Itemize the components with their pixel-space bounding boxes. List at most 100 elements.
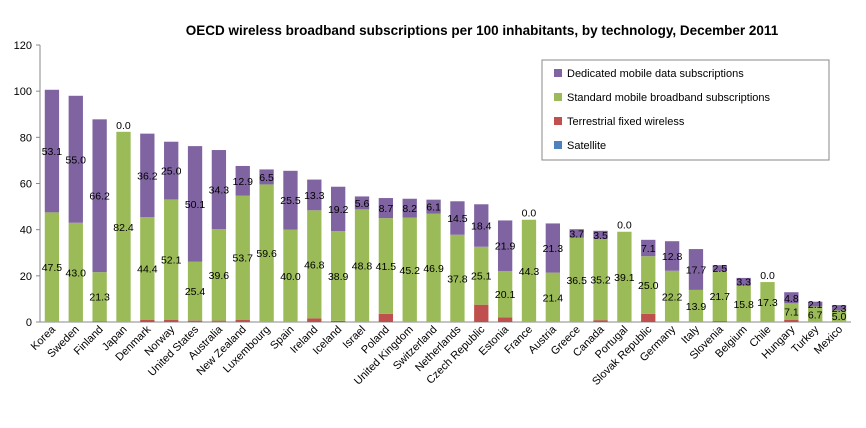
dedicated-segment [235, 165, 250, 196]
bar-group: 59.6 6.5 [256, 169, 277, 322]
standard-segment [664, 270, 680, 322]
dedicated-segment [378, 198, 394, 219]
dedicated-value-label: 14.5 [447, 213, 468, 225]
dedicated-value-label: 0.0 [760, 270, 775, 282]
legend-swatch [554, 69, 562, 77]
dedicated-segment [664, 241, 680, 271]
bar-group: 37.8 14.5 [447, 201, 468, 322]
bar-group: 47.5 53.1 [42, 89, 63, 322]
bar-group: 48.8 5.6 [352, 196, 373, 322]
dedicated-value-label: 53.1 [42, 146, 63, 158]
standard-value-label: 17.3 [757, 297, 778, 309]
standard-segment [593, 238, 608, 321]
dedicated-value-label: 25.5 [280, 195, 301, 207]
standard-value-label: 48.8 [352, 261, 373, 273]
dedicated-segment [831, 305, 847, 311]
dedicated-value-label: 2.1 [808, 299, 823, 311]
dedicated-segment [712, 265, 727, 271]
terrestrial-segment [593, 320, 608, 322]
bar-group: 45.2 8.2 [400, 198, 420, 322]
standard-value-label: 43.0 [66, 267, 87, 279]
standard-value-label: 21.4 [543, 292, 564, 304]
bar-group: 52.1 25.0 [161, 141, 182, 322]
y-tick-label: 40 [20, 225, 32, 237]
dedicated-segment [426, 199, 441, 214]
dedicated-value-label: 5.6 [355, 198, 370, 210]
dedicated-value-label: 2.3 [832, 303, 847, 315]
standard-value-label: 22.2 [662, 291, 683, 303]
standard-value-label: 53.7 [233, 253, 254, 265]
dedicated-value-label: 21.3 [543, 243, 564, 255]
standard-segment [688, 289, 704, 322]
dedicated-segment [545, 223, 560, 273]
bar-group: 39.1 0.0 [614, 220, 635, 322]
bar-group: 46.9 6.1 [423, 199, 444, 322]
standard-value-label: 44.3 [519, 266, 540, 278]
chart-title: OECD wireless broadband subscriptions pe… [186, 23, 779, 38]
dedicated-value-label: 3.5 [593, 230, 608, 242]
standard-segment [497, 270, 513, 318]
bar-series: 47.553.143.055.021.366.282.40.044.436.25… [42, 89, 847, 323]
bar-group: 38.9 19.2 [328, 186, 349, 322]
legend-label: Dedicated mobile data subscriptions [567, 68, 744, 80]
standard-segment [641, 256, 656, 314]
dedicated-value-label: 0.0 [116, 120, 131, 132]
standard-segment [116, 131, 131, 322]
standard-value-label: 35.2 [590, 275, 611, 287]
standard-segment [187, 261, 203, 321]
standard-segment [545, 272, 560, 322]
dedicated-value-label: 18.4 [471, 221, 492, 233]
dedicated-segment [92, 119, 107, 273]
standard-segment [354, 209, 370, 322]
legend-swatch [554, 93, 562, 101]
dedicated-segment [474, 204, 489, 247]
dedicated-value-label: 36.2 [137, 170, 158, 182]
dedicated-value-label: 8.2 [402, 203, 417, 215]
bar-group: 44.3 0.0 [519, 208, 540, 322]
standard-value-label: 21.7 [710, 291, 731, 303]
standard-segment [784, 303, 799, 320]
standard-value-label: 6.7 [808, 309, 823, 321]
bar-group: 15.8 3.3 [733, 277, 754, 322]
dedicated-value-label: 3.3 [736, 277, 751, 289]
standard-segment [68, 222, 83, 322]
dedicated-value-label: 19.2 [328, 204, 349, 216]
standard-segment [92, 272, 107, 322]
standard-segment [617, 231, 632, 322]
dedicated-segment [784, 292, 799, 304]
dedicated-segment [259, 169, 274, 185]
satellite-segment [187, 320, 203, 322]
dedicated-value-label: 0.0 [522, 208, 537, 220]
bar-group: 6.72.1 [808, 299, 823, 322]
y-tick-label: 60 [20, 179, 32, 191]
bar-group: 36.5 3.7 [566, 228, 587, 322]
dedicated-value-label: 12.9 [233, 176, 254, 188]
standard-value-label: 15.8 [733, 299, 754, 311]
y-tick-label: 80 [20, 132, 32, 144]
standard-segment [831, 310, 847, 322]
standard-segment [760, 282, 775, 322]
standard-value-label: 47.5 [42, 262, 63, 274]
standard-value-label: 25.4 [185, 286, 206, 298]
dedicated-segment [688, 249, 704, 290]
dedicated-segment [569, 229, 584, 238]
standard-segment [164, 199, 179, 320]
dedicated-value-label: 6.1 [426, 202, 441, 214]
bar-group: 20.1 21.9 [495, 220, 516, 322]
standard-segment [426, 213, 441, 322]
dedicated-value-label: 34.3 [209, 185, 230, 197]
standard-segment [307, 210, 322, 319]
standard-segment [402, 217, 417, 322]
dedicated-segment [331, 186, 346, 232]
standard-segment [211, 229, 227, 321]
standard-value-label: 44.4 [137, 263, 158, 275]
standard-value-label: 46.8 [304, 259, 325, 271]
dedicated-value-label: 3.7 [569, 228, 584, 240]
standard-segment [235, 195, 250, 320]
dedicated-value-label: 6.5 [259, 172, 274, 184]
standard-segment [474, 246, 489, 305]
terrestrial-segment [474, 304, 489, 322]
legend-label: Satellite [567, 140, 606, 152]
terrestrial-segment [140, 319, 155, 322]
